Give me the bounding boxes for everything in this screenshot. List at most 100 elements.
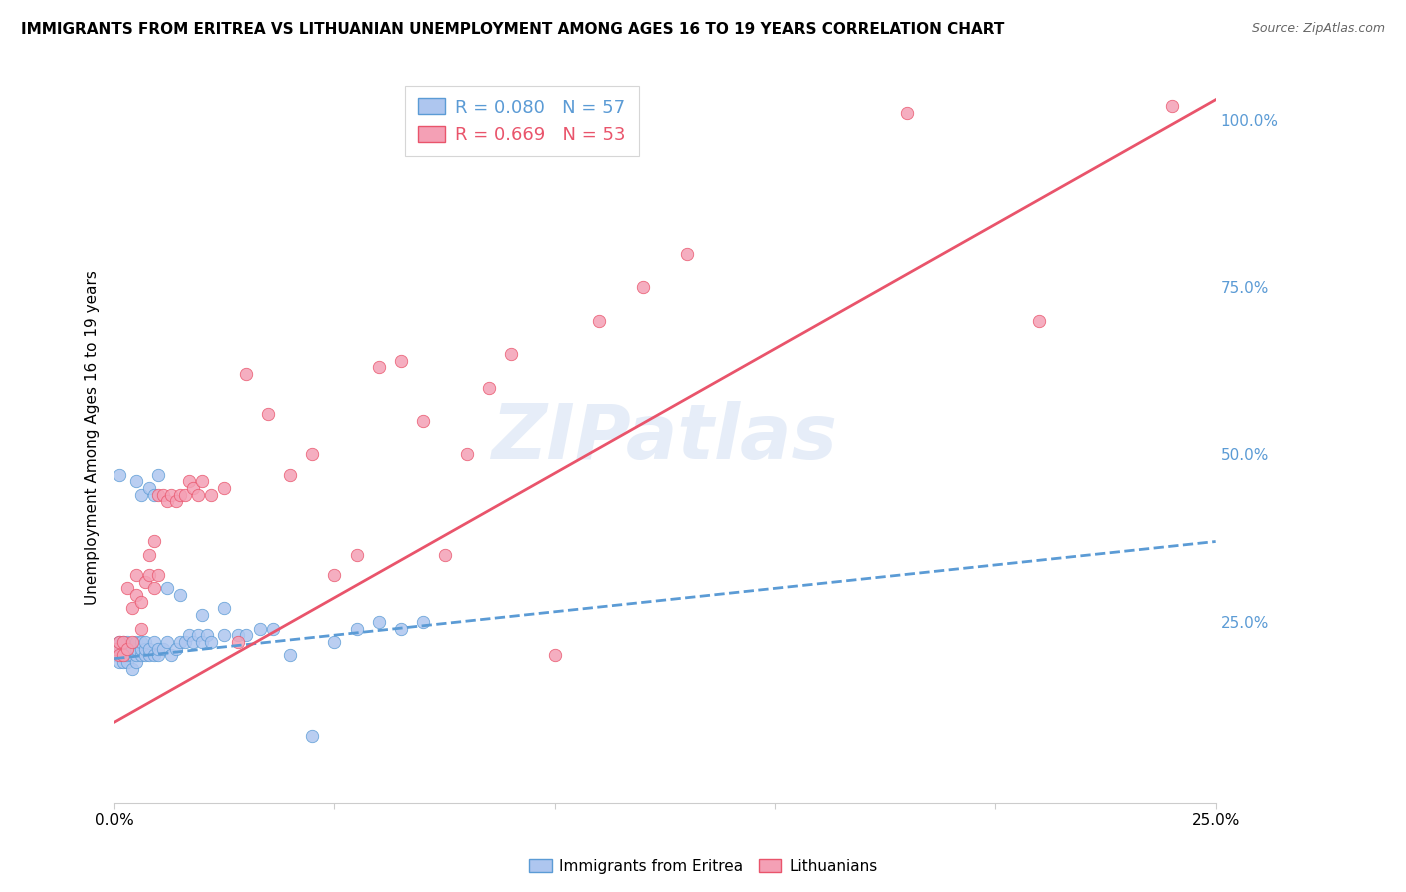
Point [129,595,152,609]
Point [114,648,136,663]
Legend: Immigrants from Eritrea, Lithuanians: Immigrants from Eritrea, Lithuanians [523,853,883,880]
Point [1160,99,1182,113]
Point [412,615,434,629]
Point [142,488,165,502]
Point [183,635,205,649]
Point [301,448,323,462]
Point [631,280,654,294]
Point [896,106,918,120]
Point [456,448,478,462]
Point [249,622,271,636]
Point [235,367,257,381]
Point [195,628,218,642]
Point [117,655,139,669]
Point [169,488,191,502]
Point [142,648,165,663]
Point [129,635,152,649]
Point [125,655,148,669]
Point [117,582,139,596]
Point [588,313,610,327]
Point [257,407,280,421]
Point [412,414,434,428]
Point [367,360,389,375]
Point [367,615,389,629]
Point [121,601,143,615]
Point [214,628,236,642]
Point [478,380,501,394]
Point [105,641,128,656]
Point [129,622,152,636]
Point [152,641,174,656]
Point [148,467,170,482]
Point [346,548,368,562]
Point [177,628,200,642]
Point [183,481,205,495]
Point [121,641,143,656]
Point [110,648,132,663]
Point [169,588,191,602]
Point [142,635,165,649]
Point [107,655,129,669]
Point [138,548,160,562]
Text: Source: ZipAtlas.com: Source: ZipAtlas.com [1251,22,1385,36]
Point [125,635,148,649]
Point [111,655,134,669]
Point [129,641,152,656]
Point [214,481,236,495]
Point [1028,313,1050,327]
Point [156,635,179,649]
Point [121,635,143,649]
Point [125,648,148,663]
Point [138,648,160,663]
Point [323,568,346,582]
Point [125,475,148,489]
Point [138,481,160,495]
Point [433,548,456,562]
Point [160,648,183,663]
Point [187,628,209,642]
Point [111,635,134,649]
Legend: R = 0.080   N = 57, R = 0.669   N = 53: R = 0.080 N = 57, R = 0.669 N = 53 [405,86,638,156]
Point [142,582,165,596]
Point [117,635,139,649]
Point [129,488,152,502]
Point [346,622,368,636]
Point [148,488,170,502]
Point [323,635,346,649]
Point [544,648,567,663]
Point [138,568,160,582]
Point [173,488,195,502]
Point [235,628,257,642]
Point [138,641,160,656]
Point [280,467,302,482]
Point [200,635,222,649]
Y-axis label: Unemployment Among Ages 16 to 19 years: Unemployment Among Ages 16 to 19 years [86,270,100,605]
Point [214,601,236,615]
Point [148,568,170,582]
Point [156,494,179,508]
Point [301,729,323,743]
Point [148,648,170,663]
Point [125,588,148,602]
Point [148,641,170,656]
Point [156,582,179,596]
Point [121,662,143,676]
Point [187,488,209,502]
Point [499,347,522,361]
Point [191,608,214,623]
Point [134,574,156,589]
Point [125,568,148,582]
Point [676,246,699,260]
Point [165,641,187,656]
Point [107,467,129,482]
Text: ZIPatlas: ZIPatlas [492,401,838,475]
Point [200,488,222,502]
Point [105,648,128,663]
Point [107,635,129,649]
Point [173,635,195,649]
Point [107,635,129,649]
Point [142,534,165,549]
Point [121,648,143,663]
Point [125,641,148,656]
Point [191,635,214,649]
